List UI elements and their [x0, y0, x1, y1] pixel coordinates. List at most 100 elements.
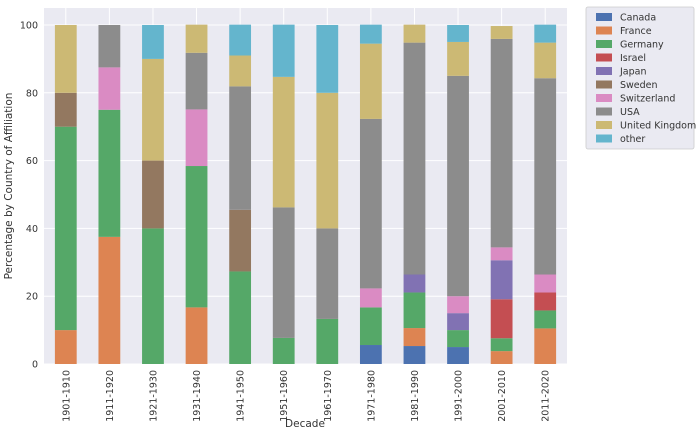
- x-tick-label: 1961-1970: [323, 370, 334, 422]
- bar-segment-germany: [229, 271, 252, 364]
- legend-label: Israel: [620, 53, 646, 64]
- legend-swatch: [596, 40, 612, 48]
- bar-segment-sweden: [229, 209, 252, 272]
- legend-label: Switzerland: [620, 94, 675, 105]
- bar-segment-usa: [534, 78, 557, 275]
- bar-segment-switzerland: [447, 296, 469, 314]
- bar-segment-other: [142, 25, 164, 59]
- x-tick-label: 1971-1980: [366, 370, 377, 422]
- bar-segment-sweden: [142, 160, 164, 229]
- bar-segment-france: [490, 351, 513, 364]
- bar-segment-usa: [447, 75, 469, 297]
- x-tick-label: 1931-1940: [192, 370, 203, 422]
- y-tick-label: 0: [32, 360, 38, 371]
- bar-segment-germany: [534, 310, 557, 329]
- bar-segment-canada: [359, 345, 382, 364]
- bar-segment-other: [272, 24, 295, 77]
- bar-segment-united-kingdom: [534, 42, 557, 79]
- bar-segment-japan: [490, 260, 513, 300]
- legend-swatch: [596, 67, 612, 75]
- legend-swatch: [596, 53, 612, 62]
- y-tick-label: 80: [26, 88, 38, 99]
- x-axis-ticks: 1901-1910 1911-1920 1921-1930 1931-1940 1941…: [61, 370, 551, 422]
- bar-segment-united-kingdom: [490, 26, 513, 39]
- legend-swatch: [596, 107, 612, 116]
- bar-segment-germany: [403, 292, 426, 329]
- y-tick-label: 60: [26, 156, 38, 167]
- bar-segment-germany: [142, 228, 164, 364]
- plot-area: [44, 8, 567, 364]
- x-tick-label: 1981-1990: [410, 370, 421, 422]
- bar-segment-other: [534, 24, 557, 43]
- bar-segment-germany: [490, 338, 513, 352]
- bar-segment-israel: [490, 299, 513, 339]
- bar-segment-germany: [272, 337, 295, 364]
- x-tick-label: 1941-1950: [236, 370, 247, 422]
- legend-swatch: [596, 13, 612, 21]
- bar-segment-germany: [359, 307, 382, 346]
- bar-segment-germany: [185, 166, 208, 308]
- bar-segment-united-kingdom: [359, 43, 382, 119]
- bar-segment-united-kingdom: [142, 58, 164, 161]
- bar-segment-switzerland: [98, 67, 121, 110]
- bar-segment-usa: [185, 52, 208, 110]
- bar-segment-germany: [54, 126, 77, 331]
- bar-segment-united-kingdom: [185, 24, 208, 53]
- bar-segment-france: [185, 307, 208, 364]
- legend-box: [585, 6, 695, 150]
- x-tick-label: 1901-1910: [61, 370, 72, 422]
- legend-swatch: [596, 26, 612, 35]
- bar-segment-germany: [316, 318, 339, 364]
- bar-segment-france: [98, 236, 121, 364]
- bar-segment-united-kingdom: [54, 25, 77, 93]
- legend-label: Germany: [620, 40, 664, 51]
- bar-segment-usa: [98, 25, 121, 68]
- y-tick-label: 100: [20, 21, 38, 32]
- x-tick-label: 2001-2010: [497, 370, 508, 422]
- y-tick-label: 40: [26, 224, 38, 235]
- bar-segment-switzerland: [490, 247, 513, 261]
- bar-segment-germany: [98, 109, 121, 237]
- bar-segment-other: [316, 25, 339, 93]
- y-axis-ticks: 0 20 40 60 80 100: [20, 21, 38, 371]
- bar-segment-usa: [359, 118, 382, 289]
- x-tick-label: 1991-2000: [454, 370, 465, 422]
- bars: [54, 24, 557, 364]
- bar-segment-france: [54, 330, 77, 364]
- bar-segment-usa: [229, 86, 252, 210]
- bar-segment-switzerland: [185, 109, 208, 167]
- legend-swatch: [596, 94, 612, 102]
- bar-segment-united-kingdom: [447, 41, 469, 76]
- legend-label: United Kingdom: [620, 121, 696, 132]
- bar-segment-switzerland: [359, 288, 382, 308]
- legend-swatch: [596, 80, 612, 89]
- bar-segment-united-kingdom: [316, 92, 339, 229]
- bar-segment-japan: [447, 313, 469, 331]
- y-tick-label: 20: [26, 292, 38, 303]
- legend-label: Sweden: [620, 80, 658, 91]
- bar-segment-usa: [316, 228, 339, 319]
- x-axis-label: Decade: [285, 418, 325, 430]
- bar-segment-sweden: [54, 92, 77, 127]
- bar-segment-other: [447, 25, 469, 42]
- x-tick-label: 1911-1920: [105, 370, 116, 422]
- legend-label: Japan: [619, 67, 647, 78]
- bar-segment-united-kingdom: [403, 24, 426, 43]
- bar-segment-germany: [447, 330, 469, 348]
- legend-swatch: [596, 121, 612, 129]
- bar-segment-usa: [490, 38, 513, 248]
- x-tick-label: 2011-2020: [541, 370, 552, 422]
- bar-segment-usa: [403, 42, 426, 275]
- bar-segment-france: [534, 328, 557, 364]
- bar-segment-united-kingdom: [272, 76, 295, 208]
- y-axis-label: Percentage by Country of Affiliation: [3, 93, 15, 280]
- legend-label: other: [620, 134, 645, 145]
- legend-swatch: [596, 134, 612, 143]
- bar-segment-usa: [272, 207, 295, 338]
- bar-segment-other: [359, 24, 382, 44]
- bar-segment-united-kingdom: [229, 55, 252, 87]
- legend-label: France: [620, 26, 652, 37]
- bar-segment-canada: [403, 346, 426, 364]
- bar-segment-other: [229, 24, 252, 56]
